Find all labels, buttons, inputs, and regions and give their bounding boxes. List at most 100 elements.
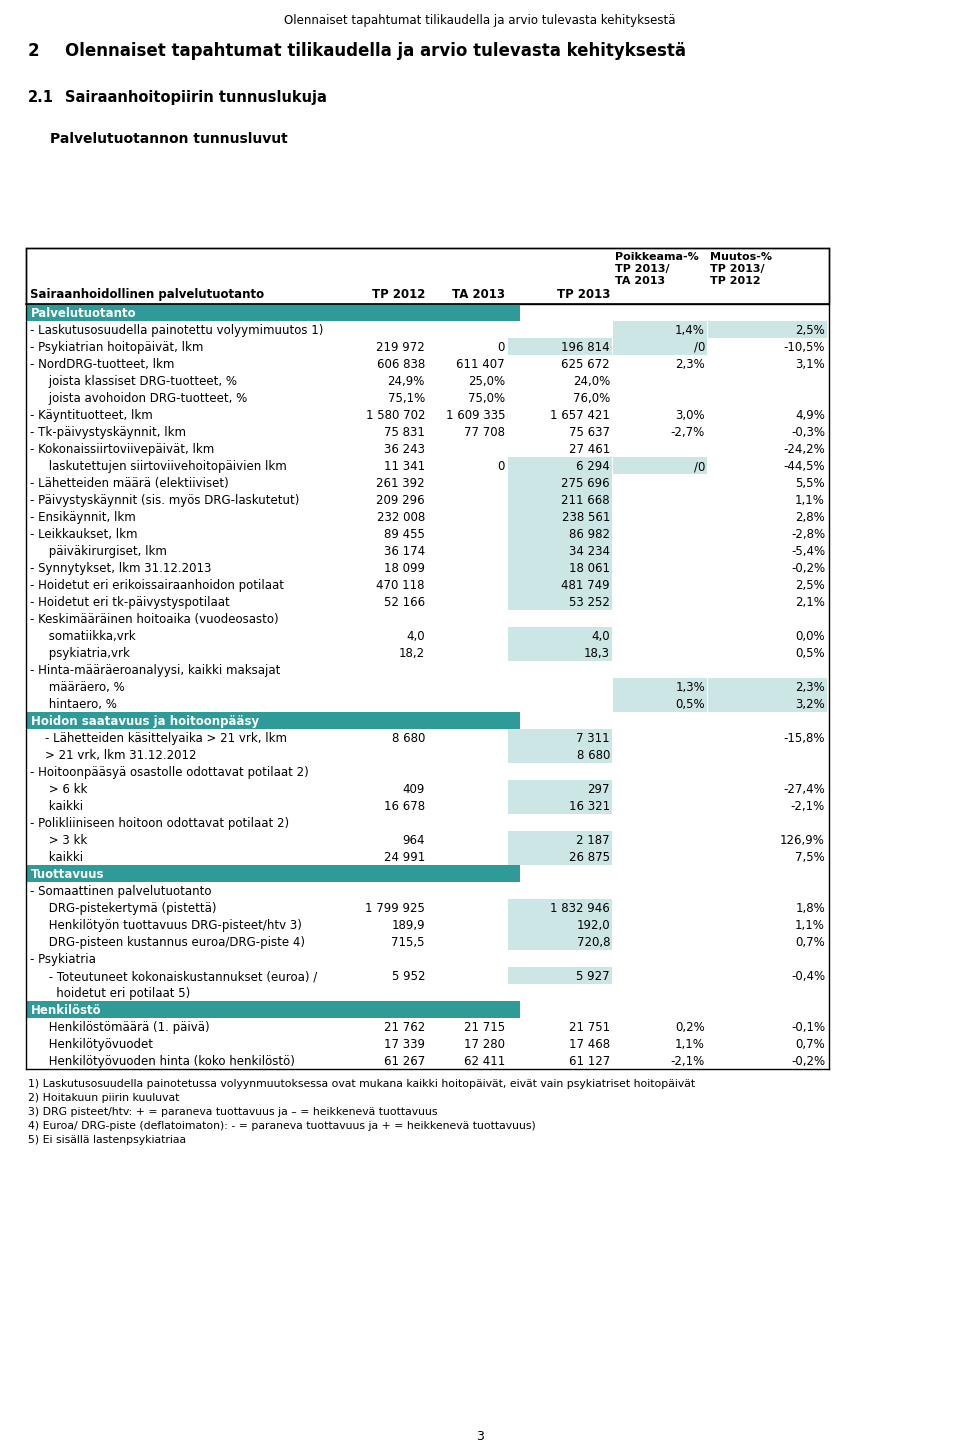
Text: 21 751: 21 751	[569, 1021, 610, 1034]
Bar	[508, 508, 612, 526]
Text: - Keskimääräinen hoitoaika (vuodeosasto): - Keskimääräinen hoitoaika (vuodeosasto)	[30, 614, 278, 627]
Text: 2,1%: 2,1%	[795, 596, 825, 609]
Text: 77 708: 77 708	[464, 426, 505, 439]
Text: 52 166: 52 166	[384, 596, 425, 609]
Text: 189,9: 189,9	[392, 918, 425, 931]
Text: 5 952: 5 952	[392, 970, 425, 983]
Text: - Polikliiniseen hoitoon odottavat potilaat 2): - Polikliiniseen hoitoon odottavat potil…	[30, 817, 289, 830]
Text: kaikki: kaikki	[30, 800, 84, 813]
Text: kaikki: kaikki	[30, 851, 84, 864]
Text: Palvelutuotanto: Palvelutuotanto	[31, 308, 136, 321]
Text: 2: 2	[28, 42, 39, 61]
Text: 17 468: 17 468	[569, 1038, 610, 1051]
Text: Olennaiset tapahtumat tilikaudella ja arvio tulevasta kehityksestä: Olennaiset tapahtumat tilikaudella ja ar…	[65, 42, 686, 61]
Text: -2,7%: -2,7%	[671, 426, 705, 439]
Text: 1,1%: 1,1%	[795, 918, 825, 931]
Bar	[613, 321, 707, 338]
Text: 1 657 421: 1 657 421	[550, 409, 610, 422]
Bar	[26, 305, 520, 321]
Text: 16 678: 16 678	[384, 800, 425, 813]
Text: -27,4%: -27,4%	[783, 783, 825, 796]
Bar	[508, 900, 612, 915]
Text: 18,2: 18,2	[398, 647, 425, 660]
Bar	[708, 321, 827, 338]
Text: 7,5%: 7,5%	[795, 851, 825, 864]
Text: 1,4%: 1,4%	[675, 323, 705, 336]
Text: TA 2013: TA 2013	[615, 276, 665, 286]
Bar	[613, 695, 707, 712]
Text: 76,0%: 76,0%	[573, 391, 610, 404]
Text: 209 296: 209 296	[376, 494, 425, 507]
Text: 192,0: 192,0	[576, 918, 610, 931]
Text: 86 982: 86 982	[569, 529, 610, 542]
Bar	[26, 248, 829, 305]
Text: 611 407: 611 407	[456, 358, 505, 371]
Text: 27 461: 27 461	[568, 443, 610, 456]
Text: 75 637: 75 637	[569, 426, 610, 439]
Text: TP 2012: TP 2012	[372, 287, 425, 300]
Text: 196 814: 196 814	[562, 341, 610, 354]
Text: 18 061: 18 061	[569, 562, 610, 575]
Bar	[508, 967, 612, 983]
Text: - Leikkaukset, lkm: - Leikkaukset, lkm	[30, 529, 137, 542]
Text: 2,5%: 2,5%	[795, 579, 825, 592]
Text: - Kokonaissiirtoviivepäivät, lkm: - Kokonaissiirtoviivepäivät, lkm	[30, 443, 214, 456]
Text: 3,2%: 3,2%	[795, 697, 825, 710]
Text: 1,1%: 1,1%	[675, 1038, 705, 1051]
Text: 2,5%: 2,5%	[795, 323, 825, 336]
Text: 126,9%: 126,9%	[780, 835, 825, 848]
Bar	[508, 780, 612, 797]
Bar	[508, 848, 612, 865]
Text: - NordDRG-tuotteet, lkm: - NordDRG-tuotteet, lkm	[30, 358, 175, 371]
Text: 720,8: 720,8	[577, 936, 610, 949]
Text: > 6 kk: > 6 kk	[30, 783, 87, 796]
Text: laskutettujen siirtoviivehoitopäivien lkm: laskutettujen siirtoviivehoitopäivien lk…	[30, 461, 287, 474]
Text: 3,0%: 3,0%	[676, 409, 705, 422]
Text: 2) Hoitakuun piirin kuuluvat: 2) Hoitakuun piirin kuuluvat	[28, 1093, 180, 1103]
Text: - Hoitoonpääsyä osastolle odottavat potilaat 2): - Hoitoonpääsyä osastolle odottavat poti…	[30, 765, 309, 778]
Text: 5,5%: 5,5%	[796, 477, 825, 490]
Bar	[508, 338, 612, 355]
Bar	[508, 729, 612, 747]
Text: 16 321: 16 321	[569, 800, 610, 813]
Text: Hoidon saatavuus ja hoitoonpääsy: Hoidon saatavuus ja hoitoonpääsy	[31, 715, 259, 728]
Text: psykiatria,vrk: psykiatria,vrk	[30, 647, 130, 660]
Text: -0,3%: -0,3%	[791, 426, 825, 439]
Text: 61 127: 61 127	[568, 1056, 610, 1069]
Text: > 3 kk: > 3 kk	[30, 835, 87, 848]
Text: -44,5%: -44,5%	[783, 461, 825, 474]
Text: 11 341: 11 341	[384, 461, 425, 474]
Text: -0,1%: -0,1%	[791, 1021, 825, 1034]
Text: 481 749: 481 749	[562, 579, 610, 592]
Bar	[508, 559, 612, 576]
Text: 0,7%: 0,7%	[795, 936, 825, 949]
Text: 26 875: 26 875	[569, 851, 610, 864]
Text: 1,8%: 1,8%	[795, 902, 825, 915]
Bar	[613, 338, 707, 355]
Text: joista avohoidon DRG-tuotteet, %: joista avohoidon DRG-tuotteet, %	[30, 391, 248, 404]
Text: 409: 409	[402, 783, 425, 796]
Text: 1,1%: 1,1%	[795, 494, 825, 507]
Text: 219 972: 219 972	[376, 341, 425, 354]
Bar	[508, 797, 612, 814]
Bar	[508, 933, 612, 950]
Bar	[508, 576, 612, 593]
Text: -0,2%: -0,2%	[791, 562, 825, 575]
Text: 7 311: 7 311	[576, 732, 610, 745]
Text: 964: 964	[402, 835, 425, 848]
Text: /0: /0	[694, 461, 705, 474]
Text: päiväkirurgiset, lkm: päiväkirurgiset, lkm	[30, 544, 167, 557]
Text: 18,3: 18,3	[584, 647, 610, 660]
Text: 75 831: 75 831	[384, 426, 425, 439]
Text: - Lähetteiden määrä (elektiiviset): - Lähetteiden määrä (elektiiviset)	[30, 477, 228, 490]
Bar	[508, 593, 612, 609]
Text: 36 174: 36 174	[384, 544, 425, 557]
Text: TA 2013: TA 2013	[452, 287, 505, 300]
Text: 0,7%: 0,7%	[795, 1038, 825, 1051]
Text: - Käyntituotteet, lkm: - Käyntituotteet, lkm	[30, 409, 153, 422]
Text: - Somaattinen palvelutuotanto: - Somaattinen palvelutuotanto	[30, 885, 211, 898]
Text: 61 267: 61 267	[384, 1056, 425, 1069]
Text: - Tk-päivystyskäynnit, lkm: - Tk-päivystyskäynnit, lkm	[30, 426, 186, 439]
Text: hintaero, %: hintaero, %	[30, 697, 117, 710]
Text: Henkilötyövuoden hinta (koko henkilöstö): Henkilötyövuoden hinta (koko henkilöstö)	[30, 1056, 295, 1069]
